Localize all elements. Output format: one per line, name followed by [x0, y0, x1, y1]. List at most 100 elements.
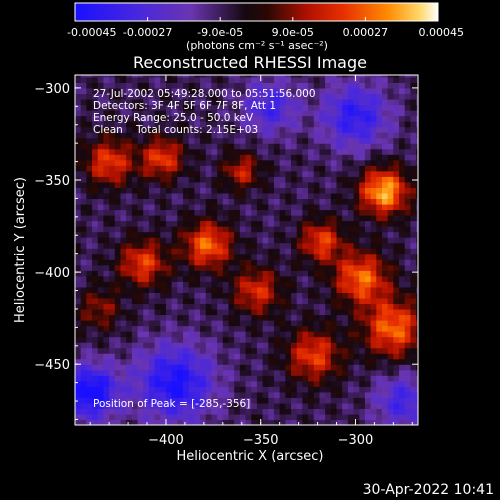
heatmap-cell [376, 226, 383, 233]
heatmap-cell [234, 209, 241, 216]
heatmap-cell [234, 253, 241, 260]
heatmap-cell [114, 98, 122, 106]
heatmap-cell [228, 143, 235, 150]
heatmap-cell [302, 121, 309, 128]
heatmap-cell [92, 231, 99, 238]
heatmap-cell [75, 364, 82, 371]
heatmap-cell [393, 192, 400, 200]
heatmap-cell [120, 104, 127, 111]
heatmap-cell [171, 76, 178, 83]
heatmap-cell [416, 253, 418, 260]
heatmap-cell [370, 82, 377, 89]
heatmap-cell [393, 402, 400, 410]
heatmap-cell [92, 93, 99, 100]
heatmap-cell [222, 237, 230, 244]
heatmap-cell [376, 264, 383, 271]
heatmap-cell [188, 397, 195, 404]
heatmap-cell [120, 325, 127, 332]
heatmap-cell [416, 170, 418, 177]
heatmap-cell [410, 364, 417, 371]
heatmap-cell [211, 192, 218, 200]
heatmap-cell [353, 215, 360, 222]
heatmap-cell [381, 181, 389, 188]
heatmap-cell [291, 170, 298, 177]
heatmap-cell [342, 342, 349, 349]
heatmap-cell [291, 303, 298, 310]
heatmap-cell [80, 386, 87, 393]
heatmap-cell [370, 314, 377, 321]
heatmap-cell [200, 181, 207, 188]
heatmap-cell [319, 148, 326, 155]
heatmap-cell [302, 347, 309, 354]
heatmap-cell [228, 320, 235, 327]
heatmap-cell [302, 308, 309, 316]
heatmap-cell [308, 110, 315, 117]
heatmap-cell [256, 126, 264, 133]
heatmap-cell [393, 364, 400, 371]
heatmap-cell [404, 104, 412, 111]
heatmap-cell [330, 192, 338, 200]
heatmap-cell [273, 115, 281, 122]
heatmap-cell [92, 192, 99, 200]
heatmap-cell [200, 342, 207, 349]
heatmap-cell [381, 369, 389, 376]
heatmap-cell [171, 259, 178, 266]
heatmap-cell [336, 386, 343, 393]
heatmap-cell [319, 126, 326, 133]
heatmap-cell [188, 143, 195, 150]
heatmap-cell [165, 132, 173, 139]
heatmap-cell [291, 286, 298, 293]
heatmap-cell [97, 181, 105, 188]
heatmap-cell [347, 192, 355, 200]
heatmap-cell [387, 303, 394, 310]
heatmap-cell [165, 76, 173, 83]
heatmap-cell [251, 192, 258, 200]
heatmap-cell [416, 159, 418, 166]
heatmap-cell [97, 408, 105, 415]
heatmap-cell [148, 215, 156, 222]
heatmap-cell [131, 154, 139, 161]
heatmap-cell [359, 286, 366, 293]
heatmap-cell [313, 154, 321, 161]
heatmap-cell [336, 391, 343, 398]
heatmap-cell [126, 358, 133, 365]
heatmap-cell [194, 82, 201, 89]
plot-frame [74, 74, 419, 426]
heatmap-cell [143, 220, 150, 227]
heatmap-cell [80, 391, 87, 398]
heatmap-cell [137, 137, 144, 144]
heatmap-cell [92, 292, 99, 299]
heatmap-cell [137, 248, 144, 255]
heatmap-cell [376, 192, 383, 200]
heatmap-cell [370, 148, 377, 155]
heatmap-cell [222, 93, 230, 100]
heatmap-cell [177, 209, 184, 216]
heatmap-cell [273, 320, 281, 327]
heatmap-cell [273, 215, 281, 222]
heatmap-cell [228, 237, 235, 244]
heatmap-cell [109, 176, 116, 183]
heatmap-cell [393, 187, 400, 194]
heatmap-cell [131, 242, 139, 249]
heatmap-cell [228, 209, 235, 216]
heatmap-cell [137, 391, 144, 398]
heatmap-cell [165, 347, 173, 354]
heatmap-cell [205, 336, 213, 343]
heatmap-cell [120, 253, 127, 260]
heatmap-cell [376, 364, 383, 371]
heatmap-cell [97, 82, 105, 89]
heatmap-cell [245, 75, 252, 78]
heatmap-cell [279, 253, 286, 260]
heatmap-cell [376, 270, 383, 277]
heatmap-cell [364, 364, 372, 371]
heatmap-cell [92, 126, 99, 133]
heatmap-cell [313, 402, 321, 410]
heatmap-cell [131, 275, 139, 282]
heatmap-cell [160, 110, 167, 117]
heatmap-cell [256, 220, 264, 227]
heatmap-cell [364, 331, 372, 338]
heatmap-cell [131, 75, 139, 78]
heatmap-cell [80, 242, 87, 249]
heatmap-cell [80, 148, 87, 155]
heatmap-cell [364, 137, 372, 144]
